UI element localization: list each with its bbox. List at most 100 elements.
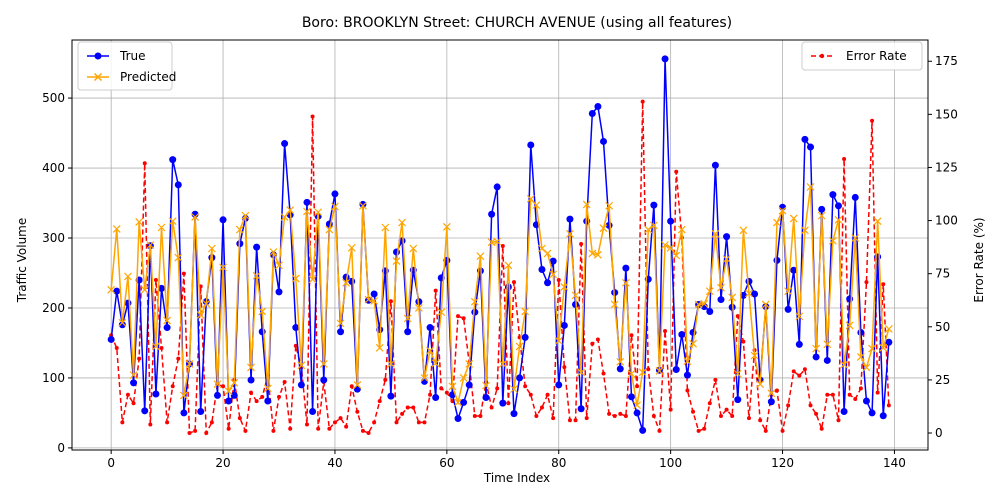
error-rate-point (243, 428, 248, 433)
predicted-point (856, 353, 865, 361)
predicted-point (303, 207, 311, 216)
true-point (107, 335, 115, 343)
predicted-point (454, 398, 462, 407)
predicted-point (431, 359, 440, 368)
y-axis-label: Traffic Volume (15, 218, 29, 304)
true-point (516, 374, 524, 382)
error-rate-point (428, 392, 433, 397)
true-point (717, 296, 725, 304)
true-point (404, 328, 412, 336)
y2-axis-label: Error Rate (%) (972, 217, 986, 302)
predicted-point (795, 312, 804, 321)
predicted-point (124, 272, 132, 281)
predicted-point (370, 297, 379, 305)
x-tick-label-140: 140 (883, 456, 906, 470)
error-rate-point (360, 428, 365, 433)
error-rate-point (165, 420, 170, 425)
true-point (868, 409, 876, 417)
true-point (667, 217, 675, 225)
y2-tick-label-175: 175 (935, 54, 958, 68)
predicted-point (515, 342, 524, 351)
predicted-point (510, 385, 518, 394)
predicted-point (879, 343, 888, 352)
error-rate-point (763, 428, 768, 433)
error-rate-point (489, 405, 494, 410)
error-rate-point (338, 416, 343, 421)
true-point (253, 243, 261, 251)
true-point (510, 410, 518, 418)
chart-title: Boro: BROOKLYN Street: CHURCH AVENUE (us… (302, 15, 732, 31)
error-rate-point (327, 426, 332, 431)
error-rate-point (411, 405, 416, 410)
x-tick-label-120: 120 (771, 456, 794, 470)
predicted-point (868, 344, 876, 353)
predicted-point (107, 285, 116, 294)
true-point (851, 193, 859, 201)
error-rate-point (870, 118, 875, 123)
predicted-point (739, 226, 748, 235)
predicted-point (845, 321, 854, 330)
error-rate-point (618, 411, 623, 416)
error-rate-point (377, 399, 382, 404)
error-rate-point (819, 426, 824, 431)
error-rate-point (511, 280, 516, 285)
legend-left-box (77, 41, 173, 91)
error-rate-point (444, 390, 449, 395)
predicted-point (616, 357, 625, 366)
true-point (566, 215, 574, 223)
error-rate-point (635, 384, 640, 389)
legend-predicted-label: Predicted (120, 70, 176, 84)
y2-tick-label-125: 125 (935, 160, 958, 174)
predicted-point (812, 344, 821, 353)
error-rate-point (780, 428, 785, 433)
error-rate-point (825, 392, 830, 397)
error-rate-point (249, 390, 254, 395)
predicted-point (331, 202, 339, 211)
predicted-point (817, 211, 826, 220)
error-rate-point (472, 414, 477, 419)
predicted-point (582, 200, 591, 209)
predicted-point (498, 360, 507, 368)
x-tick-label-20: 20 (215, 456, 230, 470)
true-point (683, 371, 691, 379)
predicted-point (493, 237, 502, 246)
error-rate-point (170, 384, 175, 389)
predicted-point (420, 374, 429, 382)
error-rate-point (148, 422, 153, 427)
true-point (309, 408, 317, 416)
error-rate-point (260, 394, 265, 399)
error-rate-point (640, 99, 645, 104)
error-rate-point (842, 156, 847, 161)
true-point (879, 412, 887, 420)
true-point (767, 398, 775, 406)
y-tick-label-500: 500 (42, 91, 65, 105)
predicted-point (247, 363, 255, 372)
error-rate-point (579, 241, 584, 246)
x-tick-label-100: 100 (659, 456, 682, 470)
error-rate-point (735, 314, 740, 319)
error-rate-point (137, 356, 142, 361)
error-rate-point (858, 386, 863, 391)
error-rate-point (310, 114, 315, 119)
predicted-point (851, 234, 860, 242)
predicted-point (862, 363, 871, 372)
true-point (460, 398, 468, 406)
predicted-point (627, 369, 636, 378)
true-point (275, 288, 283, 296)
y-tick-label-300: 300 (42, 231, 65, 245)
true-point (258, 328, 266, 336)
true-point (225, 397, 233, 405)
predicted-point (314, 208, 323, 217)
predicted-point (336, 319, 345, 328)
error-rate-point (120, 420, 125, 425)
true-point (857, 328, 865, 336)
predicted-point (823, 340, 832, 349)
predicted-point (157, 223, 166, 232)
predicted-point (196, 311, 205, 319)
predicted-point (392, 257, 401, 266)
predicted-point (773, 218, 781, 227)
predicted-point (241, 211, 250, 220)
true-point (213, 391, 221, 399)
plot-frame (71, 39, 929, 451)
error-rate-point (668, 407, 673, 412)
